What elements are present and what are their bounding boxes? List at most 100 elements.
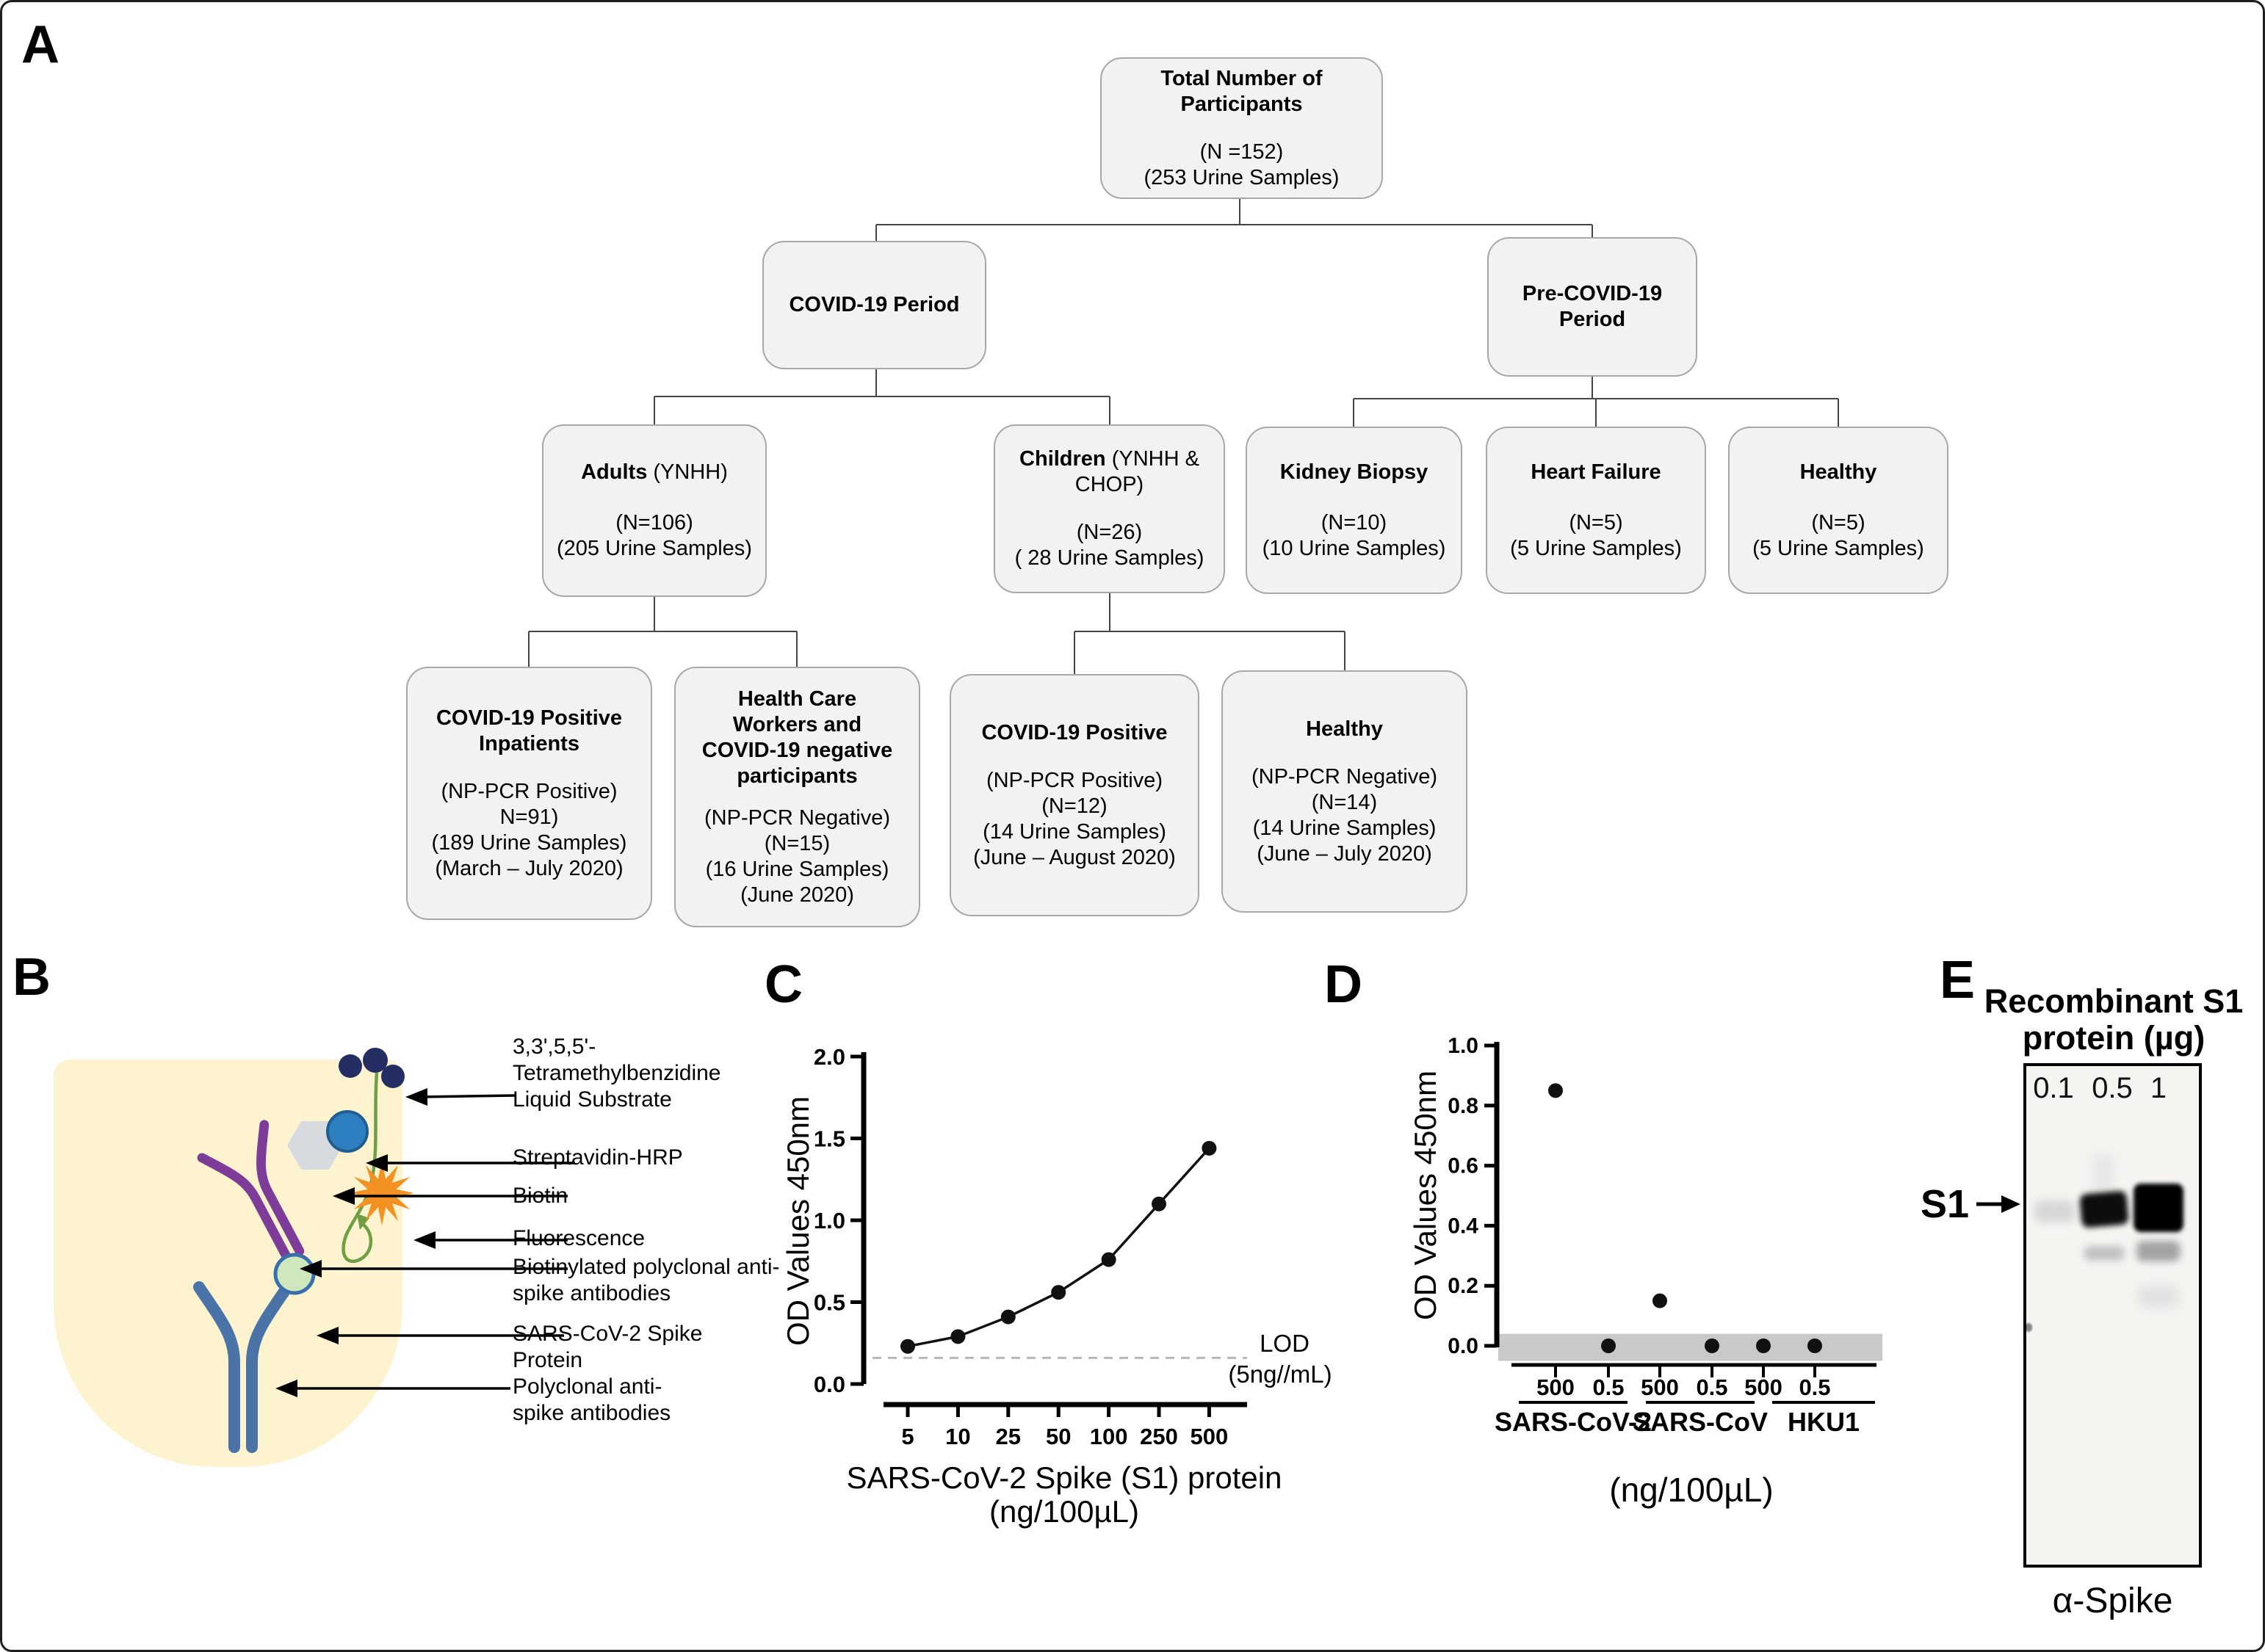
blot-band-faint [2034,1200,2075,1222]
tmb-substrate-icon [339,1054,362,1078]
y-tick-label: 0.6 [1448,1154,1478,1178]
flow-box-healthy-pre-title: Healthy [1799,460,1877,484]
x-tick-label: 100 [1090,1424,1128,1449]
lod-band [1498,1333,1882,1361]
data-point [900,1338,915,1354]
x-axis-title: (ng/100µL) [989,1494,1139,1529]
flow-box-children-healthy-line: (N=14) [1311,790,1378,814]
y-tick-label: 0.4 [1448,1214,1478,1238]
flow-box-heart-n: (N=5) [1569,510,1623,535]
flow-box-children-positive: COVID-19 Positive (NP-PCR Positive) (N=1… [950,674,1199,916]
panel-e-label: E [1940,951,1976,1010]
flow-box-hcw-title: Health Care Workers and COVID-19 negativ… [701,686,893,788]
flow-box-covid-period: COVID-19 Period [762,241,986,369]
data-point [1152,1196,1166,1211]
blot-band-label: S1 [1921,1182,1970,1226]
data-point [1807,1338,1822,1353]
label-polyclonal-antibodies: Polyclonal anti- spike antibodies [513,1374,671,1425]
tmb-substrate-icon [381,1065,405,1088]
dose-label: 500 [1641,1374,1679,1400]
flow-box-covid-period-title: COVID-19 Period [789,293,960,316]
dose-label: 500 [1536,1374,1575,1400]
data-point [1705,1338,1719,1353]
x-tick-label: 10 [945,1424,970,1449]
linker-line [342,1072,379,1263]
flow-box-children-samples: ( 28 Urine Samples) [1014,546,1204,570]
flow-box-total-n: (N =152) [1199,140,1284,164]
group-label: HKU1 [1788,1407,1860,1437]
data-point [1000,1309,1016,1325]
blot-lane-label: 0.1 [2033,1072,2074,1104]
flow-box-pre-covid-period: Pre-COVID-19 Period [1487,237,1697,377]
flow-box-inpatients: COVID-19 Positive Inpatients (NP-PCR Pos… [406,667,652,920]
flow-box-hcw-line: (NP-PCR Negative) [704,805,890,830]
label-biotin: Biotin [513,1184,568,1208]
flow-box-children-healthy-line: (NP-PCR Negative) [1251,764,1437,789]
flow-box-inpatients-line: (March – July 2020) [435,856,624,880]
linker-arrowhead [357,1214,369,1230]
flow-box-inpatients-line: (NP-PCR Positive) [441,779,618,803]
fluorescence-icon [350,1161,414,1225]
flow-box-inpatients-line: (189 Urine Samples) [431,830,627,855]
flow-box-adults-title: Adults (YNHH) [581,460,728,484]
lod-label: (5ng//mL) [1228,1361,1332,1388]
streptavidin-hrp-icon [326,1110,369,1153]
flow-box-children-positive-line: (N=12) [1041,794,1108,818]
western-blot-image: 0.1 0.5 1 [2023,1063,2202,1568]
flow-box-children-positive-line: (14 Urine Samples) [983,819,1166,844]
flow-box-hcw: Health Care Workers and COVID-19 negativ… [674,667,920,927]
flow-box-kidney-samples: (10 Urine Samples) [1262,536,1446,560]
tmb-substrate-icon [363,1048,388,1073]
y-tick-label: 0.2 [1448,1274,1478,1298]
flow-box-inpatients-line: N=91) [499,805,559,829]
blot-band-arrow [1976,1195,2020,1213]
flow-box-pre-covid-period-title: Pre-COVID-19 Period [1522,282,1663,331]
flow-box-total-samples: (253 Urine Samples) [1144,165,1340,189]
blot-band-medium [2079,1190,2129,1228]
y-tick-label: 0.0 [814,1372,845,1397]
flow-box-heart-failure: Heart Failure (N=5) (5 Urine Samples) [1486,427,1706,594]
flow-box-kidney-biopsy: Kidney Biopsy (N=10) (10 Urine Samples) [1246,427,1462,594]
flowchart-connectors [528,199,1839,674]
x-tick-label: 5 [901,1424,914,1449]
flow-box-adults-n: (N=106) [615,511,693,535]
dose-label: 0.5 [1592,1374,1624,1400]
dose-label: 0.5 [1696,1374,1727,1400]
specificity-chart: 0.0 0.2 0.4 0.6 0.8 1.0 500 0.5 SARS-CoV-2 500 0.5… [1408,1034,1882,1509]
y-tick-label: 1.0 [1448,1034,1478,1058]
flow-box-hcw-line: (16 Urine Samples) [705,857,889,881]
blot-speck [2026,1323,2032,1332]
x-axis-title: SARS-CoV-2 Spike (S1) protein [847,1460,1282,1495]
x-tick-label: 25 [996,1424,1021,1449]
elisa-diagram [2,1048,575,1507]
label-fluorescence: Fluorescence [513,1226,646,1250]
data-point [1601,1338,1616,1353]
flow-box-hcw-line: (N=15) [764,831,831,855]
x-tick-label: 50 [1046,1424,1071,1449]
dose-label: 0.5 [1799,1374,1830,1400]
label-spike-protein: SARS-CoV-2 Spike Protein [513,1322,703,1372]
y-tick-label: 0.8 [1448,1094,1478,1118]
y-axis-title: OD Values 450nm [1408,1070,1442,1320]
x-tick-label: 250 [1140,1424,1178,1449]
flow-box-children-healthy-line: (June – July 2020) [1257,841,1432,866]
data-point [1756,1338,1771,1353]
flow-box-total-title: Total Number of Participants [1160,66,1323,116]
flow-box-children-n: (N=26) [1076,521,1143,544]
flow-box-healthy-pre: Healthy (N=5) (5 Urine Samples) [1728,427,1948,594]
blot-band-sub [2084,1246,2125,1261]
flow-box-children: Children (YNHH & CHOP) (N=26) ( 28 Urine… [994,424,1225,593]
flow-box-children-healthy-title: Healthy [1306,717,1383,741]
flow-box-kidney-n: (N=10) [1321,510,1387,535]
blot-band-strong [2134,1184,2183,1232]
flow-box-adults: Adults (YNHH) (N=106) (205 Urine Samples… [542,424,767,597]
capture-antibody-icon [199,1287,287,1447]
x-tick-label: 500 [1191,1424,1229,1449]
label-biotinylated-antibodies: Biotinylated polyclonal anti- spike anti… [513,1255,780,1305]
panel-b-label: B [12,948,51,1007]
y-tick-label: 0.0 [1448,1334,1478,1358]
label-tmb-substrate: 3,3',5,5'- Tetramethylbenzidine Liquid S… [513,1035,721,1112]
lod-label: LOD [1260,1330,1309,1357]
flow-box-heart-samples: (5 Urine Samples) [1510,536,1682,560]
flow-box-children-healthy-line: (14 Urine Samples) [1252,816,1437,840]
